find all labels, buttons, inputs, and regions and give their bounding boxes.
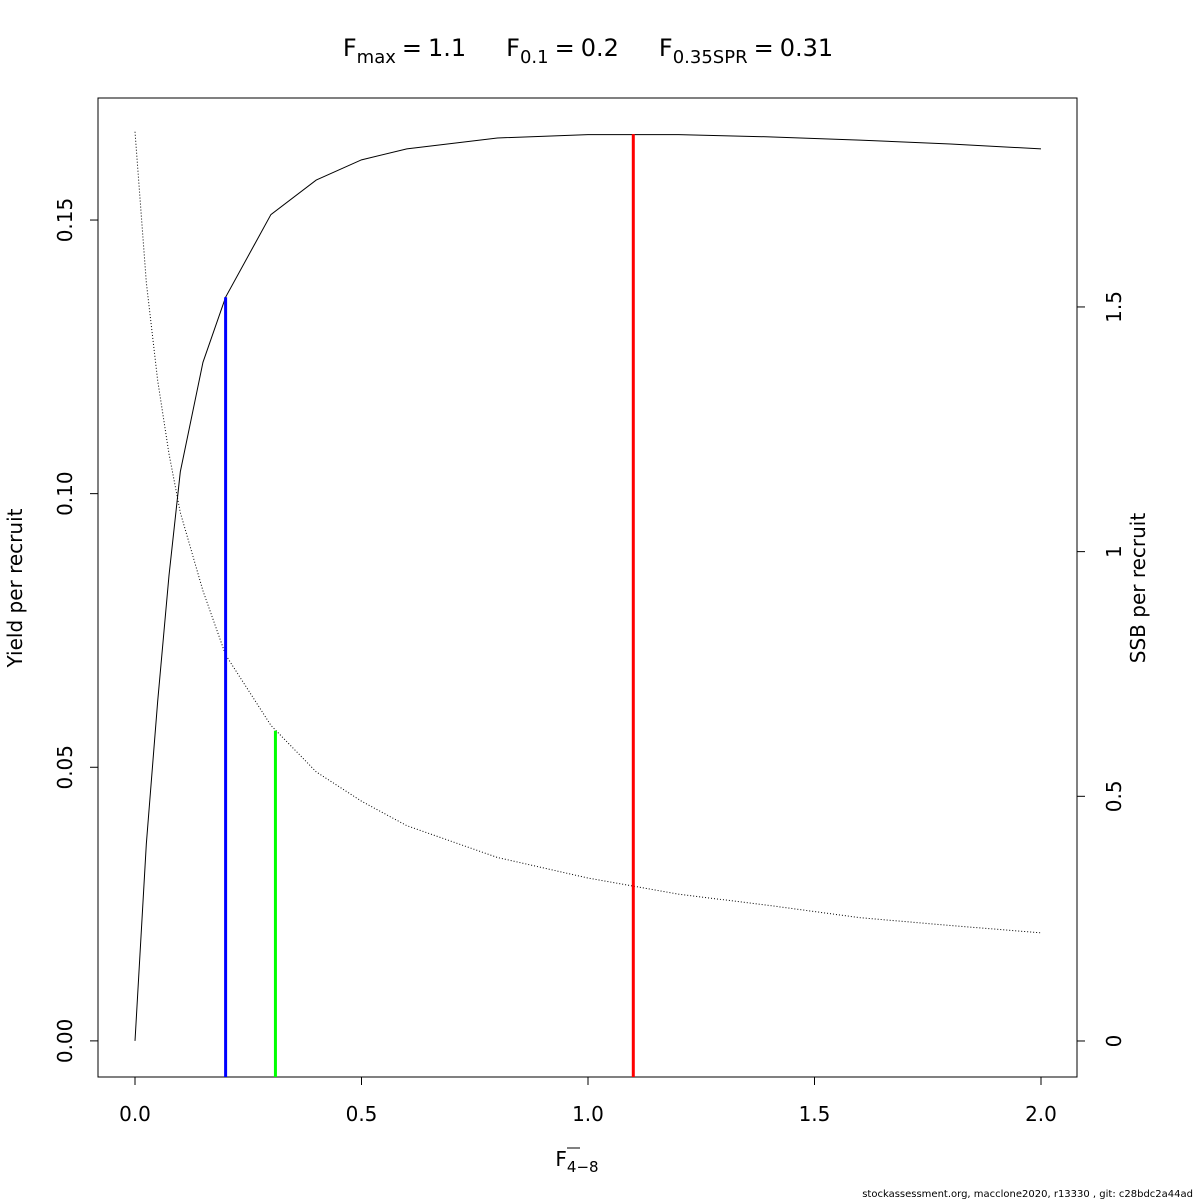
x-tick-label: 1.0 <box>572 1102 604 1126</box>
x-label-symbol: F <box>555 1147 567 1171</box>
x-tick-label: 0.5 <box>346 1102 378 1126</box>
series-line <box>134 134 1042 1041</box>
title-separator: = <box>402 34 422 62</box>
y-tick-label: 0.15 <box>53 198 77 243</box>
x-tick-label: 2.0 <box>1025 1102 1057 1126</box>
title-value: 0.31 <box>780 34 833 62</box>
title-subscript: 0.1 <box>520 47 549 68</box>
x-label-subscript: 4−8 <box>567 1158 599 1176</box>
title-symbol: F <box>506 34 520 62</box>
title-subscript: max <box>357 47 397 68</box>
y2-axis-label: SSB per recruit <box>1126 513 1150 664</box>
y2-tick-label: 0 <box>1102 1035 1126 1048</box>
footer: stockassessment.org, macclone2020, r1333… <box>862 1189 1193 1200</box>
y2-tick-label: 1 <box>1102 545 1126 558</box>
y-tick-label: 0.10 <box>53 471 77 516</box>
x-tick-label: 0.0 <box>119 1102 151 1126</box>
y-axis-label: Yield per recruit <box>3 508 27 668</box>
title-symbol: F <box>343 34 357 62</box>
chart-title: Fmax = 1.1 F0.1 = 0.2 F0.35SPR = 0.31 <box>343 34 833 68</box>
series-line <box>134 131 1042 934</box>
x-tick-label: 1.5 <box>799 1102 831 1126</box>
title-symbol: F <box>659 34 673 62</box>
title-value: 0.2 <box>581 34 619 62</box>
title-separator: = <box>555 34 575 62</box>
y2-tick-label: 0.5 <box>1102 780 1126 812</box>
y-tick-label: 0.05 <box>53 745 77 790</box>
x-axis-label: F4−8 <box>555 1147 598 1176</box>
title-value: 1.1 <box>428 34 466 62</box>
y2-tick-label: 1.5 <box>1102 291 1126 323</box>
title-subscript: 0.35SPR <box>673 47 748 68</box>
y-tick-label: 0.00 <box>53 1019 77 1064</box>
title-separator: = <box>754 34 774 62</box>
